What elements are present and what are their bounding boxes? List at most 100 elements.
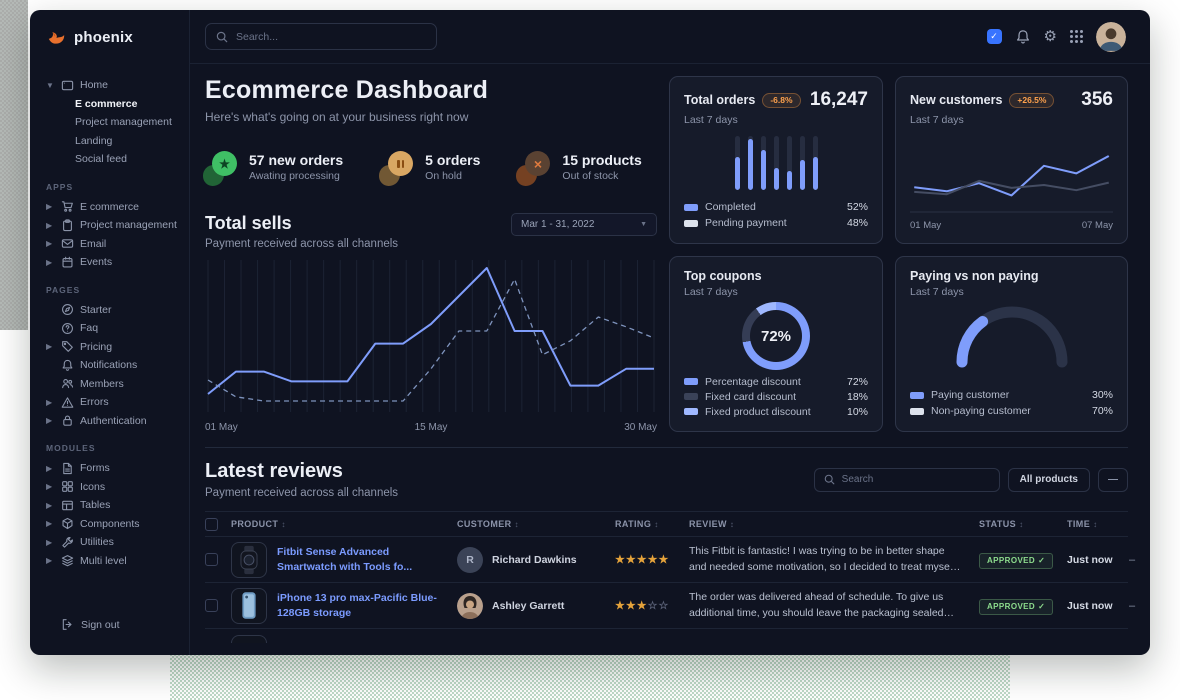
column-header-review[interactable]: REVIEW ↕ — [689, 519, 735, 529]
sidebar-item-label: Icons — [80, 480, 106, 493]
legend-item: Fixed product discount 10% — [684, 404, 868, 419]
product-link[interactable]: Fitbit Sense Advanced Smartwatch with To… — [277, 546, 413, 573]
chevron-right-icon: ▶ — [46, 556, 53, 566]
card-period: Last 7 days — [684, 114, 738, 126]
sidebar-item-errors[interactable]: ▶ Errors — [46, 393, 179, 412]
legend-value: 52% — [846, 201, 868, 213]
chevron-down-icon: ▼ — [46, 80, 54, 90]
stat-out-of-stock: × 15 products Out of stock — [516, 151, 642, 186]
reviews-search — [813, 467, 1000, 492]
background-noise-bottom — [170, 652, 1010, 700]
sidebar-item-members[interactable]: Members — [46, 375, 179, 394]
bell-icon[interactable] — [1015, 29, 1031, 45]
sidebar-item-events[interactable]: ▶ Events — [46, 253, 179, 272]
bar — [747, 136, 753, 190]
sidebar-item-utilities[interactable]: ▶ Utilities — [46, 533, 179, 552]
gear-icon[interactable]: ⚙ — [1043, 28, 1057, 45]
chevron-right-icon: ▶ — [46, 537, 53, 547]
legend-swatch — [684, 203, 698, 211]
all-products-button[interactable]: All products — [1007, 467, 1090, 492]
sidebar-item-label: Errors — [80, 396, 109, 409]
sort-icon: ↕ — [281, 519, 286, 529]
product-image-smartwatch[interactable] — [231, 541, 267, 578]
reviews-title: Latest reviews — [205, 460, 343, 482]
product-link[interactable]: iPhone 13 pro max-Pacific Blue-128GB sto… — [277, 592, 437, 619]
row-checkbox[interactable] — [205, 553, 218, 566]
sidebar-item-tables[interactable]: ▶ Tables — [46, 496, 179, 515]
global-search — [205, 23, 437, 50]
theme-toggle[interactable]: ✓ — [986, 29, 1002, 44]
main-column: ✓ ⚙ Ecommerce Dashboard Here's what's go… — [190, 10, 1150, 655]
table-icon — [61, 499, 74, 512]
brand-logo[interactable]: phoenix — [30, 10, 189, 64]
bar — [786, 136, 792, 190]
reviews-search-input[interactable] — [841, 474, 990, 485]
app-window: phoenix ▼ Home E commerce Project manage… — [30, 10, 1150, 655]
date-range-select[interactable]: Mar 1 - 31, 2022 ▼ — [511, 213, 657, 236]
row-checkbox[interactable] — [205, 599, 218, 612]
sidebar-item-label: Starter — [80, 303, 112, 316]
total-sells-title: Total sells — [205, 213, 292, 233]
sidebar-item-social-feed[interactable]: Social feed — [75, 153, 127, 165]
sidebar-item-notifications[interactable]: Notifications — [46, 356, 179, 375]
select-all-checkbox[interactable] — [205, 517, 218, 531]
orders-legend: Completed 52% Pending payment 48% — [684, 199, 868, 231]
legend-item: Pending payment 48% — [684, 215, 868, 231]
top-coupons-card: Top coupons Last 7 days 72% Percentage d… — [669, 256, 883, 432]
legend-item: Completed 52% — [684, 199, 868, 215]
sort-icon: ↕ — [1093, 519, 1098, 529]
sidebar-item-authentication[interactable]: ▶ Authentication — [46, 412, 179, 431]
column-header-status[interactable]: STATUS ↕ — [979, 519, 1024, 529]
sidebar-item-icons[interactable]: ▶ Icons — [46, 478, 179, 497]
sidebar-item-landing[interactable]: Landing — [75, 134, 113, 147]
collapse-button[interactable]: — — [1098, 467, 1128, 492]
question-icon — [61, 322, 74, 335]
row-more-button[interactable]: – — [1129, 553, 1136, 566]
sidebar-item-apps-project-management[interactable]: ▶ Project management — [46, 216, 179, 235]
legend-value: 18% — [846, 390, 868, 403]
reviews-toolbar: All products — — [813, 467, 1128, 492]
sidebar-item-components[interactable]: ▶ Components — [46, 515, 179, 534]
chevron-right-icon: ▶ — [46, 519, 53, 529]
row-more-button[interactable]: – — [1129, 599, 1136, 612]
legend-label: Pending payment — [705, 217, 787, 229]
rating-stars: ★★★★★ — [615, 554, 670, 566]
apps-grid-icon[interactable] — [1070, 30, 1083, 43]
stat-caption: Out of stock — [562, 170, 619, 182]
sidebar-item-project-management[interactable]: Project management — [75, 116, 172, 128]
x-tick: 07 May — [1081, 220, 1113, 231]
sidebar-item-home[interactable]: ▼ Home — [46, 76, 179, 95]
column-header-time[interactable]: TIME ↕ — [1067, 519, 1098, 529]
card-title: Total orders — [684, 93, 756, 107]
lock-icon — [61, 414, 74, 427]
sidebar-item-pricing[interactable]: ▶ Pricing — [46, 338, 179, 357]
sidebar-item-faq[interactable]: Faq — [46, 319, 179, 338]
global-search-input[interactable] — [236, 30, 426, 43]
column-header-customer[interactable]: CUSTOMER ↕ — [457, 519, 519, 529]
chevron-right-icon: ▶ — [46, 342, 53, 352]
grid-icon — [61, 480, 74, 493]
sidebar-item-apps-ecommerce[interactable]: ▶ E commerce — [46, 198, 179, 217]
x-tick: 30 May — [624, 422, 657, 433]
latest-reviews-section: Latest reviews Payment received across a… — [205, 447, 1135, 643]
file-icon — [61, 462, 74, 475]
sidebar-item-forms[interactable]: ▶ Forms — [46, 459, 179, 478]
sidebar-item-email[interactable]: ▶ Email — [46, 235, 179, 254]
card-value: 356 — [1081, 89, 1113, 110]
card-title: Paying vs non paying — [910, 269, 1039, 283]
sidebar-item-multi-level[interactable]: ▶ Multi level — [46, 552, 179, 571]
tag-icon — [61, 340, 74, 353]
product-image-iphone[interactable] — [231, 587, 267, 624]
bell-icon — [61, 359, 74, 372]
close-badge-icon: × — [516, 151, 551, 186]
legend-item: Non-paying customer 70% — [910, 403, 1113, 419]
sidebar-item-ecommerce[interactable]: E commerce — [75, 97, 138, 110]
date-range-value: Mar 1 - 31, 2022 — [521, 219, 595, 230]
column-header-rating[interactable]: RATING ↕ — [615, 519, 659, 529]
sidebar-item-starter[interactable]: Starter — [46, 301, 179, 320]
column-header-product[interactable]: PRODUCT ↕ — [231, 519, 286, 529]
sign-out-button[interactable]: Sign out — [30, 618, 189, 655]
user-avatar[interactable] — [1096, 21, 1126, 52]
stat-caption: On hold — [425, 170, 462, 182]
chevron-down-icon: ▼ — [640, 221, 647, 228]
